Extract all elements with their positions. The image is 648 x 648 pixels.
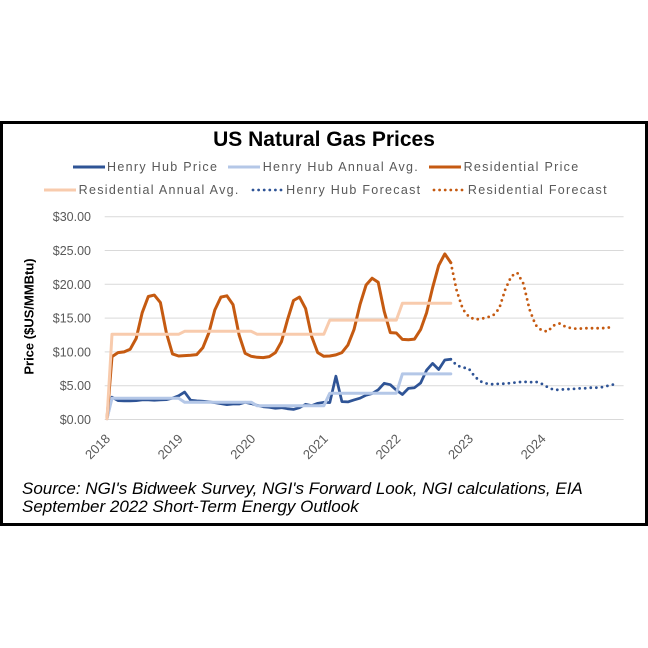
svg-text:2020: 2020: [227, 431, 258, 462]
svg-text:$20.00: $20.00: [53, 278, 91, 292]
svg-text:2024: 2024: [518, 431, 549, 462]
svg-text:$0.00: $0.00: [60, 413, 91, 427]
svg-text:$30.00: $30.00: [53, 210, 91, 224]
svg-text:2019: 2019: [155, 431, 186, 462]
svg-text:2021: 2021: [300, 431, 331, 462]
svg-text:$10.00: $10.00: [53, 345, 91, 359]
svg-text:$5.00: $5.00: [60, 379, 91, 393]
svg-text:2023: 2023: [445, 431, 476, 462]
svg-text:$25.00: $25.00: [53, 244, 91, 258]
svg-text:2022: 2022: [372, 431, 403, 462]
svg-text:$15.00: $15.00: [53, 312, 91, 326]
svg-text:2018: 2018: [82, 431, 113, 462]
